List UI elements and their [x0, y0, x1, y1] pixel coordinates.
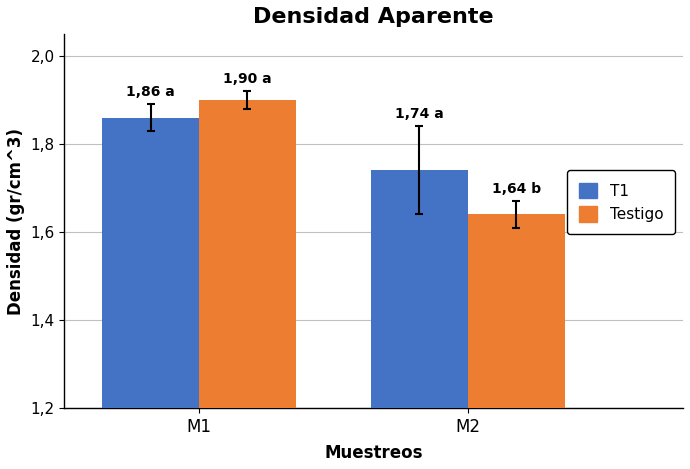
Legend: T1, Testigo: T1, Testigo: [566, 170, 676, 234]
Title: Densidad Aparente: Densidad Aparente: [253, 7, 494, 27]
X-axis label: Muestreos: Muestreos: [324, 444, 423, 462]
Bar: [371, 170, 468, 469]
Text: 1,64 b: 1,64 b: [492, 182, 541, 196]
Y-axis label: Densidad (gr/cm^3): Densidad (gr/cm^3): [7, 128, 25, 315]
Bar: [199, 100, 296, 469]
Text: 1,90 a: 1,90 a: [223, 72, 272, 86]
Text: 1,86 a: 1,86 a: [126, 85, 175, 99]
Bar: [102, 118, 199, 469]
Bar: [468, 214, 564, 469]
Text: 1,74 a: 1,74 a: [395, 107, 444, 121]
